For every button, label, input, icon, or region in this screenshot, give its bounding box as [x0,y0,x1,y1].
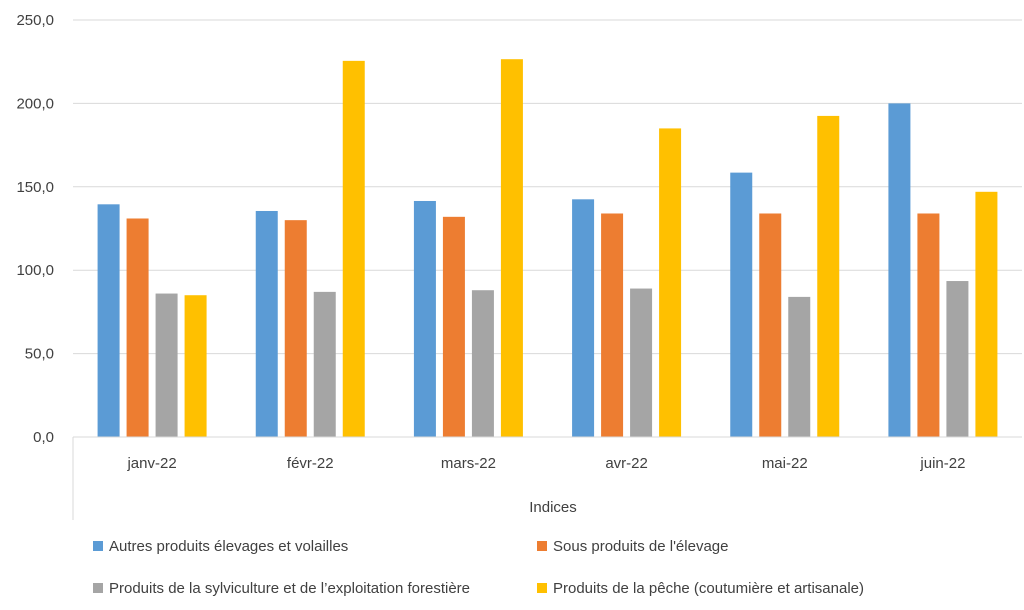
y-tick-label: 150,0 [16,179,54,196]
bar-series-2 [759,213,782,437]
bar-series-1 [730,172,753,437]
legend-swatch [93,541,103,551]
x-tick-label: mars-22 [441,455,496,472]
legend: Autres produits élevages et volailles Sou… [93,538,864,597]
bar-series-1 [413,200,436,437]
bar-series-1 [572,199,595,437]
legend-swatch [93,583,103,593]
bar-series-3 [946,281,969,437]
x-tick-label: mai-22 [762,455,808,472]
y-tick-label: 100,0 [16,262,54,279]
y-tick-label: 250,0 [16,12,54,29]
legend-label: Produits de la sylviculture et de l’expl… [109,580,470,597]
bar-series-4 [500,59,523,437]
legend-label: Sous produits de l'élevage [553,538,728,555]
x-axis: janv-22 févr-22 mars-22 avr-22 mai-22 juin-22 [72,436,1022,520]
bar-series-3 [630,288,653,437]
x-axis-title: Indices [529,499,577,516]
bars [97,59,998,438]
y-tick-label: 200,0 [16,95,54,112]
legend-swatch [537,583,547,593]
bar-series-1 [255,210,278,437]
x-tick-label: janv-22 [126,455,176,472]
bar-series-3 [471,290,494,437]
bar-series-4 [184,295,207,437]
gridlines [73,19,1022,355]
y-tick-label: 0,0 [33,429,54,446]
y-tick-label: 50,0 [25,346,54,363]
bar-series-2 [284,220,307,437]
bar-series-2 [917,213,940,437]
legend-label: Produits de la pêche (coutumière et arti… [553,580,864,597]
bar-series-4 [975,191,998,437]
bar-series-2 [601,213,624,437]
bar-series-2 [442,216,465,437]
bar-series-1 [97,204,120,437]
legend-label: Autres produits élevages et volailles [109,538,348,555]
bar-series-3 [313,291,336,437]
bar-series-4 [342,60,365,438]
x-tick-label: févr-22 [287,455,334,472]
bar-series-3 [788,296,811,437]
bar-series-2 [126,218,149,437]
bar-series-1 [888,103,911,438]
legend-swatch [537,541,547,551]
x-tick-label: juin-22 [919,455,965,472]
bar-series-4 [817,115,840,437]
x-tick-label: avr-22 [605,455,648,472]
y-axis-ticks: 0,0 50,0 100,0 150,0 200,0 250,0 [16,12,54,446]
bar-series-3 [155,293,178,437]
bar-series-4 [659,128,682,438]
